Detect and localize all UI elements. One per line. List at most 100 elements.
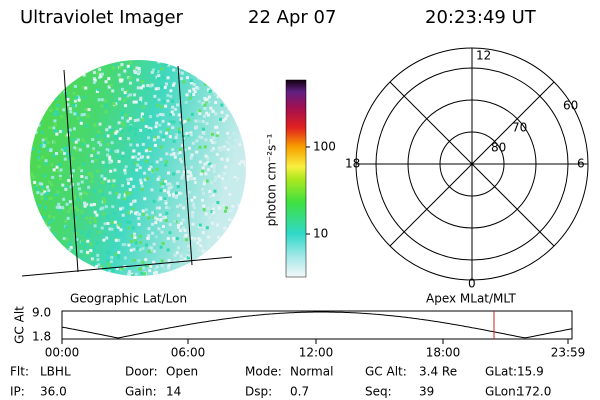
speckle	[141, 118, 145, 122]
speckle	[216, 223, 220, 227]
speckle	[232, 266, 236, 270]
speckle	[61, 255, 65, 259]
speckle	[192, 93, 196, 97]
speckle	[46, 147, 50, 151]
speckle	[192, 202, 196, 206]
speckle	[219, 70, 223, 74]
field-label: Flt:	[10, 365, 29, 379]
speckle	[137, 216, 141, 220]
speckle	[169, 89, 173, 93]
speckle	[71, 138, 75, 142]
speckle	[172, 172, 176, 176]
speckle	[73, 62, 77, 66]
speckle	[149, 115, 153, 119]
speckle	[184, 100, 188, 104]
speckle	[234, 235, 238, 239]
speckle	[53, 232, 57, 236]
speckle	[211, 227, 215, 231]
speckle	[139, 181, 143, 185]
speckle	[189, 236, 193, 240]
speckle	[154, 221, 158, 225]
speckle	[161, 272, 165, 276]
speckle	[224, 117, 228, 121]
speckle	[164, 219, 168, 223]
speckle	[220, 110, 224, 114]
speckle	[221, 177, 225, 181]
speckle	[172, 120, 176, 124]
speckle	[231, 253, 235, 257]
speckle	[166, 60, 170, 64]
speckle	[216, 131, 220, 135]
speckle	[174, 135, 178, 139]
speckle	[44, 161, 48, 165]
speckle	[224, 165, 228, 169]
speckle	[140, 112, 144, 116]
speckle	[55, 132, 59, 136]
speckle	[131, 226, 135, 230]
speckle	[97, 130, 101, 134]
speckle	[203, 145, 207, 149]
speckle	[219, 90, 223, 94]
speckle	[76, 147, 80, 151]
speckle	[208, 80, 212, 84]
speckle	[89, 205, 93, 209]
speckle	[57, 163, 61, 167]
speckle	[40, 223, 44, 227]
speckle	[75, 237, 79, 241]
speckle	[137, 259, 141, 263]
speckle	[172, 82, 176, 86]
speckle	[155, 160, 159, 164]
speckle	[131, 155, 135, 159]
speckle	[77, 198, 81, 202]
speckle	[182, 170, 186, 174]
speckle	[203, 260, 207, 264]
speckle	[120, 87, 124, 91]
speckle	[120, 267, 124, 271]
speckle	[167, 188, 171, 192]
speckle	[44, 103, 48, 107]
speckle	[219, 85, 223, 89]
speckle	[107, 179, 111, 183]
speckle	[134, 127, 138, 131]
speckle	[73, 112, 77, 116]
speckle	[233, 231, 237, 235]
speckle	[175, 251, 179, 255]
speckle	[202, 131, 206, 135]
speckle	[92, 147, 96, 151]
speckle	[115, 100, 119, 104]
speckle	[40, 247, 44, 251]
speckle	[239, 153, 243, 157]
speckle	[142, 212, 146, 216]
speckle	[107, 77, 111, 81]
speckle	[188, 96, 192, 100]
speckle	[126, 211, 130, 215]
speckle	[212, 89, 216, 93]
speckle	[239, 93, 243, 97]
speckle	[183, 257, 187, 261]
speckle	[209, 195, 213, 199]
speckle	[151, 231, 155, 235]
speckle	[223, 209, 227, 213]
speckle	[233, 249, 237, 253]
speckle	[101, 180, 105, 184]
speckle	[133, 236, 137, 240]
speckle	[240, 163, 244, 167]
speckle	[183, 148, 187, 152]
speckle	[114, 252, 118, 256]
speckle	[156, 114, 160, 118]
speckle	[158, 123, 162, 127]
speckle	[84, 108, 88, 112]
speckle	[112, 179, 116, 183]
speckle	[109, 83, 113, 87]
speckle	[60, 256, 64, 260]
speckle	[92, 70, 96, 74]
speckle	[217, 69, 221, 73]
speckle	[101, 206, 105, 210]
speckle	[241, 141, 245, 145]
speckle	[130, 126, 134, 130]
speckle	[172, 139, 176, 143]
speckle	[90, 179, 94, 183]
speckle	[230, 187, 234, 191]
speckle	[140, 184, 144, 188]
